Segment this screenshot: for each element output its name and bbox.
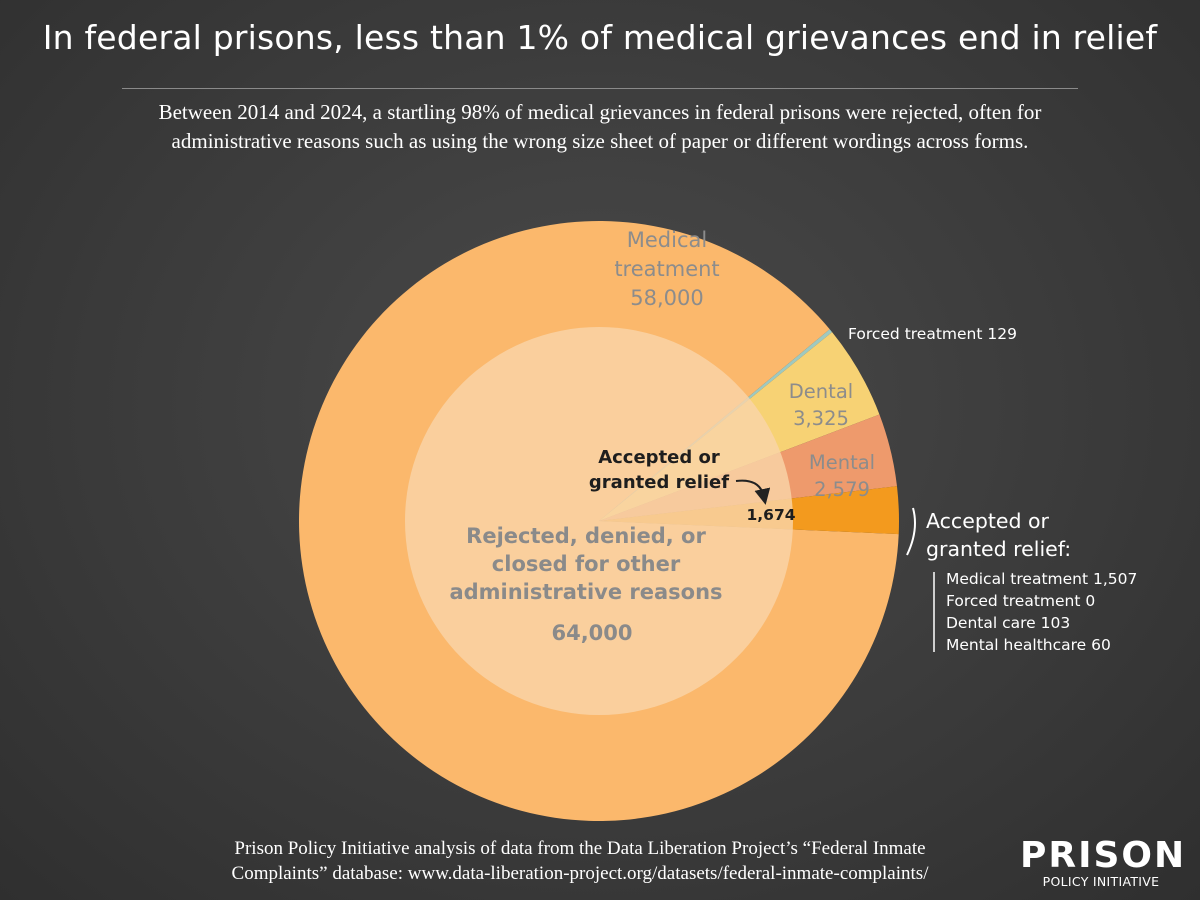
relief-breakdown-title-line: Accepted or (926, 509, 1050, 533)
slice-label-medical-line: 58,000 (630, 286, 703, 310)
slice-label-mental: Mental 2,579 (809, 451, 875, 501)
source-line: Complaints” database: www.data-liberatio… (231, 863, 929, 884)
slice-label-mental-line: Mental (809, 451, 875, 474)
chart-title: In federal prisons, less than 1% of medi… (42, 18, 1158, 57)
slice-label-forced: Forced treatment 129 (848, 325, 1017, 343)
slice-label-forced-line: Forced treatment 129 (848, 325, 1017, 343)
logo-wordmark: PRISON (1020, 835, 1187, 876)
callout-label: Accepted or granted relief (589, 447, 729, 493)
inner-circle-label-line: Rejected, denied, or (466, 524, 706, 548)
callout-label-line: Accepted or (598, 447, 720, 468)
inner-circle-rejected (405, 327, 793, 715)
prison-policy-initiative-logo: PRISON POLICY INITIATIVE (1020, 835, 1187, 890)
callout-label-line: granted relief (589, 472, 729, 493)
slice-label-medical-line: Medical (627, 228, 707, 252)
slice-label-relief-total: 1,674 (746, 506, 795, 524)
slice-label-relief-total-line: 1,674 (746, 506, 795, 524)
inner-circle-label-line: administrative reasons (449, 580, 722, 604)
inner-circle-value: 64,000 (551, 621, 632, 645)
inner-circle-label-line: closed for other (492, 552, 681, 576)
relief-breakdown-item-line: Mental healthcare 60 (946, 636, 1111, 654)
relief-breakdown-item: Medical treatment 1,507 Forced treatment … (946, 570, 1137, 654)
slice-label-dental-line: Dental (789, 380, 853, 403)
title-divider (122, 88, 1078, 89)
source-note: Prison Policy Initiative analysis of dat… (150, 836, 1010, 886)
inner-circle-value-line: 64,000 (551, 621, 632, 645)
relief-breakdown-title-line: granted relief: (926, 537, 1071, 561)
relief-breakdown-item-line: Dental care 103 (946, 614, 1070, 632)
slice-label-mental-line: 2,579 (814, 478, 870, 501)
slice-label-medical: Medical treatment 58,000 (614, 228, 719, 310)
relief-breakdown-title: Accepted or granted relief: (926, 509, 1071, 561)
subtitle-line: Between 2014 and 2024, a startling 98% o… (158, 100, 1042, 124)
subtitle-line: administrative reasons such as using the… (171, 129, 1029, 153)
relief-bracket (906, 507, 916, 556)
chart-subtitle: Between 2014 and 2024, a startling 98% o… (60, 98, 1140, 156)
callout-arrow (735, 479, 771, 505)
inner-circle-label: Rejected, denied, or closed for other admi… (449, 524, 722, 604)
slice-labels: Medical treatment 58,000 Forced treatment 1… (449, 228, 1137, 654)
relief-breakdown-item-line: Medical treatment 1,507 (946, 570, 1137, 588)
source-line: Prison Policy Initiative analysis of dat… (234, 838, 926, 859)
slice-label-medical-line: treatment (614, 257, 719, 281)
slice-label-dental: Dental 3,325 (789, 380, 853, 430)
logo-tagline: POLICY INITIATIVE (1042, 874, 1160, 889)
relief-breakdown-item-line: Forced treatment 0 (946, 592, 1095, 610)
slice-label-dental-line: 3,325 (793, 407, 849, 430)
